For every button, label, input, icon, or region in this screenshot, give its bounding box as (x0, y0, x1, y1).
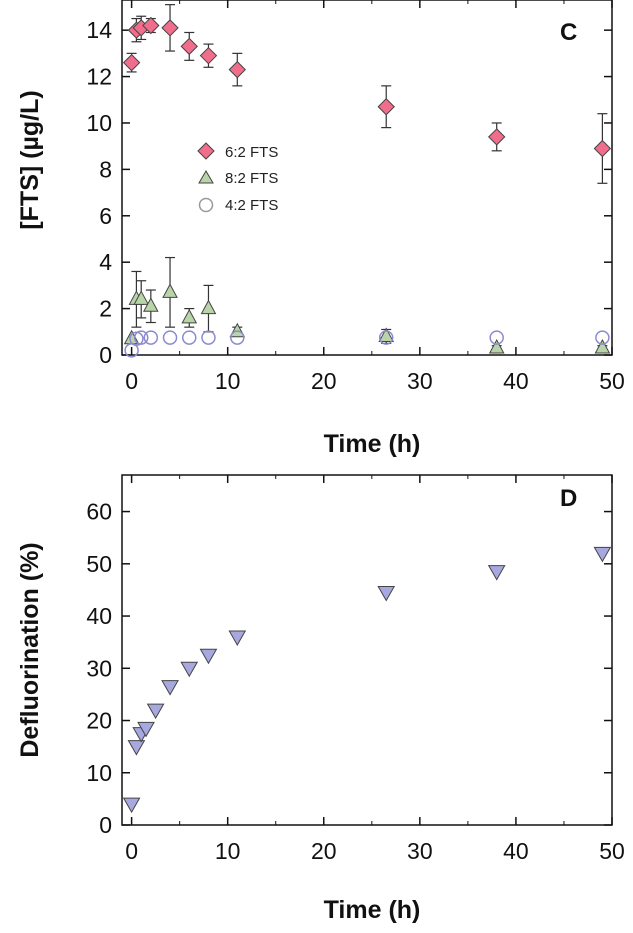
data-point (487, 128, 506, 146)
panel-c-y-tick-label: 0 (99, 342, 112, 368)
data-point (122, 797, 141, 814)
panel-d-x-tick-label: 50 (599, 838, 625, 864)
data-point (377, 586, 396, 602)
data-point (146, 703, 165, 720)
panel-c-x-tick-label: 10 (215, 368, 241, 394)
panel-d-y-tick-label: 40 (86, 603, 112, 629)
panel-c-plot-frame (121, 0, 613, 356)
panel-d-y-tick-label: 60 (86, 499, 112, 525)
panel-d-label: D (560, 485, 577, 512)
data-point (127, 740, 146, 756)
panel-d-x-tick-label: 20 (311, 838, 337, 864)
panel-d-y-tick-label: 0 (99, 812, 112, 838)
data-point (593, 139, 612, 158)
panel-c-y-axis-label: [FTS] (µg/L) (16, 90, 44, 229)
data-point (377, 98, 395, 116)
panel-d-plot-frame (121, 474, 613, 826)
panel-c-x-tick-label: 30 (407, 368, 433, 394)
data-point (230, 330, 245, 345)
panel-d-x-tick-label: 10 (215, 838, 241, 864)
data-point (142, 297, 159, 312)
data-point (161, 680, 179, 696)
data-point (181, 308, 198, 324)
data-point (161, 19, 179, 37)
panel-c-legend: 6:2 FTS 8:2 FTS 4:2 FTS (197, 142, 278, 214)
legend-8-2-fts-label: 8:2 FTS (225, 170, 278, 187)
legend-6-2-fts-label: 6:2 FTS (225, 144, 278, 161)
panel-d-y-tick-label: 50 (86, 551, 112, 577)
data-point (142, 16, 160, 35)
panel-d-y-axis-label: Defluorination (%) (16, 542, 44, 757)
data-point (182, 330, 197, 345)
panel-d-y-tick-label: 30 (86, 655, 112, 681)
panel-d-chart: D Time (h) Defluorination (%) 0 10 20 30 40 5… (16, 474, 625, 924)
data-point (122, 53, 141, 72)
panel-c-x-tick-label: 0 (125, 368, 138, 394)
panel-c-y-tick-label: 12 (86, 64, 112, 90)
data-point (488, 338, 505, 354)
data-point (378, 327, 395, 342)
data-point (162, 330, 178, 345)
panel-c-y-tick-label: 10 (86, 110, 112, 136)
data-point (180, 37, 198, 56)
legend-4-2-fts-marker (198, 197, 214, 213)
panel-c-y-tick-label: 6 (99, 203, 112, 229)
data-point (228, 60, 247, 79)
panel-d-x-tick-label: 30 (407, 838, 433, 864)
data-point (228, 630, 247, 646)
data-point (378, 330, 394, 345)
data-point (229, 322, 246, 338)
panel-d-x-tick-label: 40 (503, 838, 529, 864)
panel-c-label: C (560, 19, 577, 46)
panel-d-y-tick-label: 20 (86, 708, 112, 734)
panel-c-x-tick-label: 40 (503, 368, 529, 394)
data-point (143, 330, 159, 345)
data-point (595, 330, 610, 345)
panel-c-y-tick-label: 8 (99, 156, 112, 182)
data-point (133, 290, 150, 305)
panel-d-x-tick-label: 0 (125, 838, 138, 864)
data-point (133, 330, 149, 345)
panel-c-x-tick-label: 20 (311, 368, 337, 394)
data-point (137, 721, 155, 738)
legend-4-2-fts-label: 4:2 FTS (225, 197, 278, 214)
panel-c-x-axis-label: Time (h) (324, 430, 421, 458)
panel-c-x-tick-label: 50 (599, 368, 625, 394)
data-point (199, 648, 218, 665)
data-point (180, 661, 199, 678)
legend-6-2-fts-marker (197, 142, 215, 160)
data-point (200, 299, 217, 315)
data-point (593, 546, 612, 563)
legend-8-2-fts-marker (198, 170, 214, 184)
panel-c-y-tick-label: 2 (99, 296, 112, 322)
panel-c-chart: C Time (h) [FTS] (µg/L) 0 10 20 30 40 50 0 2 4 6 8… (16, 0, 625, 458)
data-point (489, 330, 504, 345)
data-point (594, 338, 611, 354)
data-point (199, 46, 218, 65)
panel-c-y-tick-label: 14 (86, 17, 112, 43)
data-point (201, 330, 216, 345)
panel-d-y-tick-label: 10 (86, 760, 112, 786)
panel-c-y-tick-label: 4 (99, 249, 112, 275)
data-point (487, 565, 506, 581)
data-point (162, 283, 178, 298)
panel-d-x-axis-label: Time (h) (324, 896, 421, 924)
